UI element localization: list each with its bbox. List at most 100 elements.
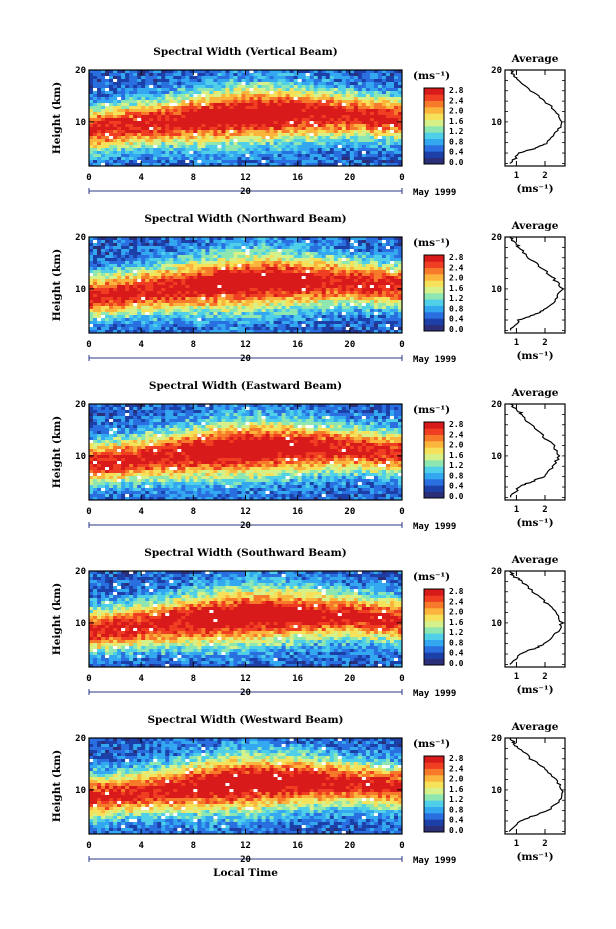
heatmap-cell: [205, 133, 210, 137]
heatmap-cell: [145, 112, 150, 116]
heatmap-cell: [393, 267, 399, 271]
heatmap-cell: [321, 70, 327, 74]
heatmap-cell: [257, 109, 262, 113]
heatmap-cell: [397, 100, 403, 104]
heatmap-cell: [329, 139, 335, 143]
heatmap-cell: [389, 112, 395, 116]
heatmap-cell: [261, 136, 266, 140]
heatmap-cell: [297, 315, 303, 319]
heatmap-cell: [169, 133, 174, 137]
heatmap-cell: [293, 288, 299, 292]
heatmap-cell: [101, 303, 106, 307]
heatmap-cell: [201, 106, 206, 110]
heatmap-cell: [385, 285, 391, 289]
heatmap-cell: [277, 285, 283, 289]
heatmap-cell: [89, 94, 94, 98]
heatmap-cell: [157, 76, 162, 80]
heatmap-cell: [205, 76, 210, 80]
heatmap-cell: [341, 73, 347, 77]
heatmap-cell: [113, 70, 118, 74]
heatmap-cell: [273, 267, 278, 271]
heatmap-cell: [225, 106, 230, 110]
heatmap-cell: [361, 103, 367, 107]
heatmap-cell: [93, 160, 98, 164]
heatmap-cell: [341, 88, 347, 92]
heatmap-cell: [89, 309, 94, 313]
heatmap-cell: [105, 88, 110, 92]
heatmap-cell: [161, 279, 166, 283]
heatmap-cell: [365, 94, 371, 98]
heatmap-cell: [153, 327, 158, 331]
heatmap-cell: [361, 97, 367, 101]
heatmap-cell: [101, 312, 106, 316]
heatmap-cell: [297, 73, 303, 77]
heatmap-cell: [237, 249, 242, 253]
heatmap-cell: [317, 130, 323, 134]
heatmap-cell: [105, 163, 110, 167]
heatmap-cell: [201, 154, 206, 158]
heatmap-cell: [337, 261, 343, 265]
heatmap-cell: [349, 261, 355, 265]
heatmap-cell: [229, 85, 234, 89]
heatmap-cell: [341, 106, 347, 110]
heatmap-cell: [333, 118, 339, 122]
heatmap-cell: [185, 100, 190, 104]
heatmap-cell: [385, 103, 391, 107]
heatmap-cell: [141, 148, 146, 152]
heatmap-cell: [301, 249, 307, 253]
heatmap-cell: [329, 270, 335, 274]
heatmap-cell: [381, 73, 387, 77]
heatmap-cell: [181, 91, 186, 95]
heatmap-cell: [285, 261, 291, 265]
heatmap-cell: [273, 252, 278, 256]
heatmap-cell: [245, 255, 250, 259]
heatmap-cell: [229, 291, 234, 295]
heatmap-cell: [293, 327, 299, 331]
heatmap-cell: [381, 237, 387, 241]
heatmap-cell: [161, 73, 166, 77]
heatmap-cell: [185, 118, 190, 122]
heatmap-cell: [313, 73, 319, 77]
heatmap-cell: [385, 100, 391, 104]
heatmap-cell: [301, 151, 307, 155]
heatmap-cell: [149, 294, 154, 298]
heatmap-cell: [189, 312, 194, 316]
heatmap-cell: [269, 88, 274, 92]
heatmap-cell: [189, 115, 194, 119]
heatmap-cell: [137, 321, 142, 325]
heatmap-cell: [205, 285, 210, 289]
heatmap-cell: [157, 276, 162, 280]
heatmap-cell: [213, 264, 218, 268]
heatmap-cell: [97, 94, 102, 98]
heatmap-cell: [289, 261, 295, 265]
heatmap-cell: [225, 79, 230, 83]
heatmap-cell: [313, 160, 319, 164]
heatmap-cell: [213, 136, 218, 140]
heatmap-cell: [309, 264, 315, 268]
heatmap-cell: [397, 276, 403, 280]
heatmap-cell: [133, 270, 138, 274]
heatmap-cell: [393, 124, 399, 128]
heatmap-cell: [149, 163, 154, 167]
heatmap-cell: [97, 139, 102, 143]
heatmap-cell: [333, 136, 339, 140]
heatmap-cell: [93, 127, 98, 131]
heatmap-cell: [97, 306, 102, 310]
heatmap-cell: [145, 255, 150, 259]
heatmap-cell: [385, 142, 391, 146]
heatmap-cell: [169, 273, 174, 277]
heatmap-cell: [369, 297, 375, 301]
heatmap-cell: [237, 243, 242, 247]
heatmap-cell: [225, 237, 230, 241]
heatmap-cell: [201, 76, 206, 80]
heatmap-cell: [317, 136, 323, 140]
heatmap-cell: [89, 315, 94, 319]
heatmap-cell: [265, 133, 270, 137]
heatmap-cell: [141, 85, 146, 89]
heatmap-cell: [189, 270, 194, 274]
heatmap-cell: [329, 258, 335, 262]
heatmap-cell: [269, 124, 274, 128]
heatmap-cell: [305, 291, 311, 295]
heatmap-cell: [221, 157, 226, 161]
heatmap-cell: [153, 258, 158, 262]
